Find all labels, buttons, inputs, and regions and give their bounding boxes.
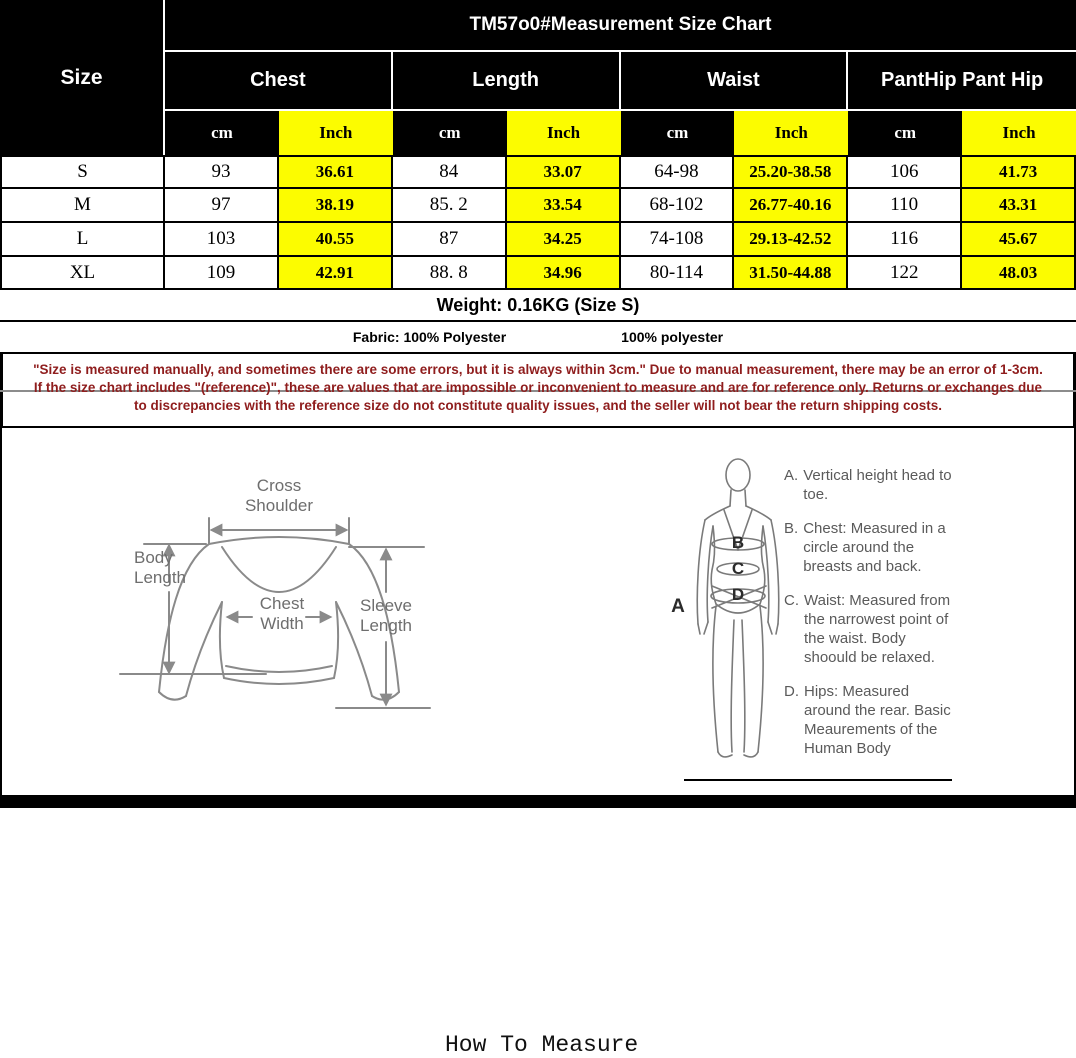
shirt-diagram-drawing xyxy=(119,517,431,709)
fabric-value: 100% polyester xyxy=(621,329,724,345)
unit-header-cm: cm xyxy=(848,111,963,155)
hip-cm-cell: 116 xyxy=(848,223,963,257)
note-text: Hips: Measured around the rear. Basic Me… xyxy=(804,683,951,757)
figure-label-a: A xyxy=(671,596,685,617)
unit-header-inch: Inch xyxy=(962,111,1076,155)
group-header-length: Length xyxy=(392,52,621,111)
size-column-header: Size xyxy=(0,0,165,155)
length-inch-cell: 34.25 xyxy=(506,223,621,257)
length-cm-cell: 85. 2 xyxy=(392,189,507,223)
measure-notes: A. Vertical height head to toe. B. Chest… xyxy=(784,466,966,773)
hip-inch-cell: 43.31 xyxy=(962,189,1076,223)
waist-inch-cell: 29.13-42.52 xyxy=(734,223,849,257)
size-cell: M xyxy=(0,189,165,223)
how-to-measure-heading: How To Measure xyxy=(445,1032,639,1058)
disclaimer-box: "Size is measured manually, and sometime… xyxy=(0,354,1076,428)
waist-cm-cell: 80-114 xyxy=(620,257,735,290)
sleeve-length-label: Sleeve Length xyxy=(360,596,412,635)
chest-inch-cell: 42.91 xyxy=(278,257,393,290)
fabric-row: Fabric: 100% Polyester 100% polyester xyxy=(0,322,1076,354)
figure-label-b: B xyxy=(732,533,744,552)
hip-cm-cell: 106 xyxy=(848,155,963,189)
shirt-measure-diagram: Cross Shoulder Body Length Chest Width S… xyxy=(114,452,444,782)
bottom-black-bar xyxy=(0,795,1076,808)
chest-cm-cell: 93 xyxy=(165,155,279,189)
hip-inch-cell: 45.67 xyxy=(962,223,1076,257)
chest-cm-cell: 109 xyxy=(165,257,279,290)
chest-cm-cell: 97 xyxy=(165,189,279,223)
note-text: Waist: Measured from the narrowest point… xyxy=(804,592,951,666)
length-cm-cell: 87 xyxy=(392,223,507,257)
waist-inch-cell: 26.77-40.16 xyxy=(734,189,849,223)
group-header-panthip: PantHip Pant Hip xyxy=(848,52,1076,111)
waist-cm-cell: 64-98 xyxy=(620,155,735,189)
group-header-waist: Waist xyxy=(620,52,849,111)
chest-inch-cell: 38.19 xyxy=(278,189,393,223)
weight-text: Weight: 0.16KG (Size S) xyxy=(436,294,640,315)
figure-label-c: C xyxy=(732,559,744,578)
size-cell: S xyxy=(0,155,165,189)
note-label: C. xyxy=(784,592,799,609)
page-title: TM57o0#Measurement Size Chart xyxy=(165,0,1076,52)
fabric-label: Fabric: 100% Polyester xyxy=(352,329,507,345)
size-cell: L xyxy=(0,223,165,257)
chest-inch-cell: 40.55 xyxy=(278,223,393,257)
hip-cm-cell: 122 xyxy=(848,257,963,290)
unit-header-cm: cm xyxy=(392,111,507,155)
note-text: Chest: Measured in a circle around the b… xyxy=(803,520,946,575)
waist-inch-cell: 25.20-38.58 xyxy=(734,155,849,189)
note-b: B. Chest: Measured in a circle around th… xyxy=(784,519,966,576)
figure-label-d: D xyxy=(732,585,744,604)
unit-header-inch: Inch xyxy=(278,111,393,155)
note-label: B. xyxy=(784,520,799,537)
unit-header-cm: cm xyxy=(165,111,279,155)
length-inch-cell: 33.07 xyxy=(506,155,621,189)
waist-cm-cell: 68-102 xyxy=(620,189,735,223)
length-inch-cell: 33.54 xyxy=(506,189,621,223)
body-figure-diagram: A B C D xyxy=(670,456,810,768)
length-inch-cell: 34.96 xyxy=(506,257,621,290)
how-to-measure-section: Cross Shoulder Body Length Chest Width S… xyxy=(0,428,1076,1058)
group-header-chest: Chest xyxy=(165,52,393,111)
weight-row: Weight: 0.16KG (Size S) xyxy=(0,290,1076,322)
length-cm-cell: 88. 8 xyxy=(392,257,507,290)
figure-underline xyxy=(684,779,952,781)
note-label: A. xyxy=(784,467,799,484)
note-c: C. Waist: Measured from the narrowest po… xyxy=(784,591,966,667)
divider-line xyxy=(0,390,1076,392)
note-text: Vertical height head to toe. xyxy=(803,467,952,503)
disclaimer-text: "Size is measured manually, and sometime… xyxy=(33,362,1043,413)
size-chart-table: Size TM57o0#Measurement Size Chart Chest… xyxy=(0,0,1076,290)
chest-inch-cell: 36.61 xyxy=(278,155,393,189)
note-d: D. Hips: Measured around the rear. Basic… xyxy=(784,682,966,758)
body-figure-drawing: A B C D xyxy=(671,458,780,758)
waist-inch-cell: 31.50-44.88 xyxy=(734,257,849,290)
size-cell: XL xyxy=(0,257,165,290)
unit-header-inch: Inch xyxy=(506,111,621,155)
chest-cm-cell: 103 xyxy=(165,223,279,257)
unit-header-cm: cm xyxy=(620,111,735,155)
unit-header-inch: Inch xyxy=(734,111,849,155)
waist-cm-cell: 74-108 xyxy=(620,223,735,257)
chest-width-label: Chest Width xyxy=(259,594,305,633)
hip-inch-cell: 41.73 xyxy=(962,155,1076,189)
note-label: D. xyxy=(784,683,799,700)
note-a: A. Vertical height head to toe. xyxy=(784,466,966,504)
body-length-label: Body Length xyxy=(134,548,186,587)
hip-inch-cell: 48.03 xyxy=(962,257,1076,290)
hip-cm-cell: 110 xyxy=(848,189,963,223)
length-cm-cell: 84 xyxy=(392,155,507,189)
cross-shoulder-label: Cross Shoulder xyxy=(244,476,314,515)
